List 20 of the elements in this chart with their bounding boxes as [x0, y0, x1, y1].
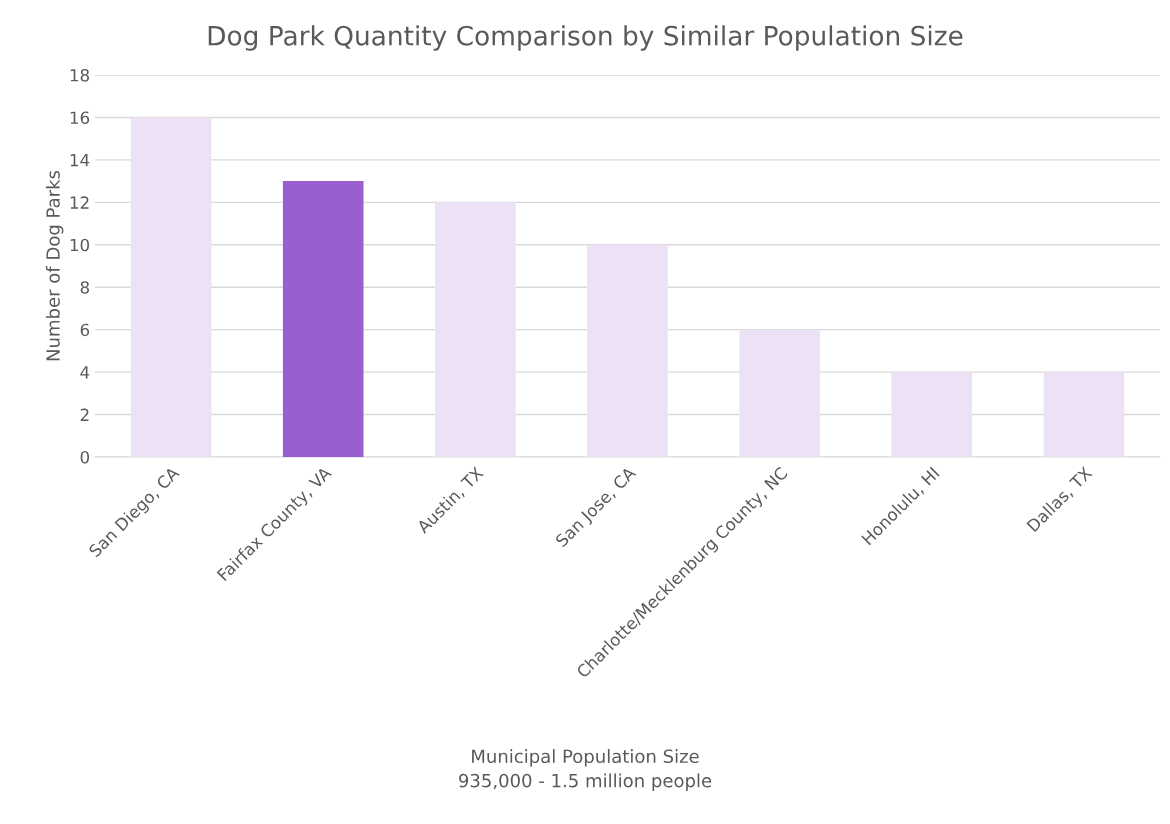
y-tick-label: 18: [70, 68, 89, 82]
y-tick-label: 0: [80, 450, 90, 464]
bar: [587, 244, 668, 457]
bar: [130, 117, 212, 457]
y-axis-title: Number of Dog Parks: [45, 170, 64, 361]
chart-title: Dog Park Quantity Comparison by Similar Population Size: [208, 25, 963, 51]
y-tick-label: 4: [80, 366, 90, 379]
y-tick-label: 2: [80, 408, 89, 421]
y-tick-label: 6: [80, 323, 90, 337]
bar: [739, 329, 820, 457]
bar: [435, 202, 516, 457]
bar: [891, 372, 973, 457]
y-tick-label: 16: [70, 111, 90, 125]
x-axis-title: Municipal Population Size 935,000 - 1.5 million people: [459, 749, 712, 791]
y-tick-label: 14: [70, 154, 90, 167]
y-tick-label: 12: [70, 196, 89, 209]
bar: [282, 181, 364, 457]
y-tick-label: 10: [70, 238, 90, 252]
bar: [1043, 372, 1125, 457]
y-tick-label: 8: [80, 281, 89, 294]
